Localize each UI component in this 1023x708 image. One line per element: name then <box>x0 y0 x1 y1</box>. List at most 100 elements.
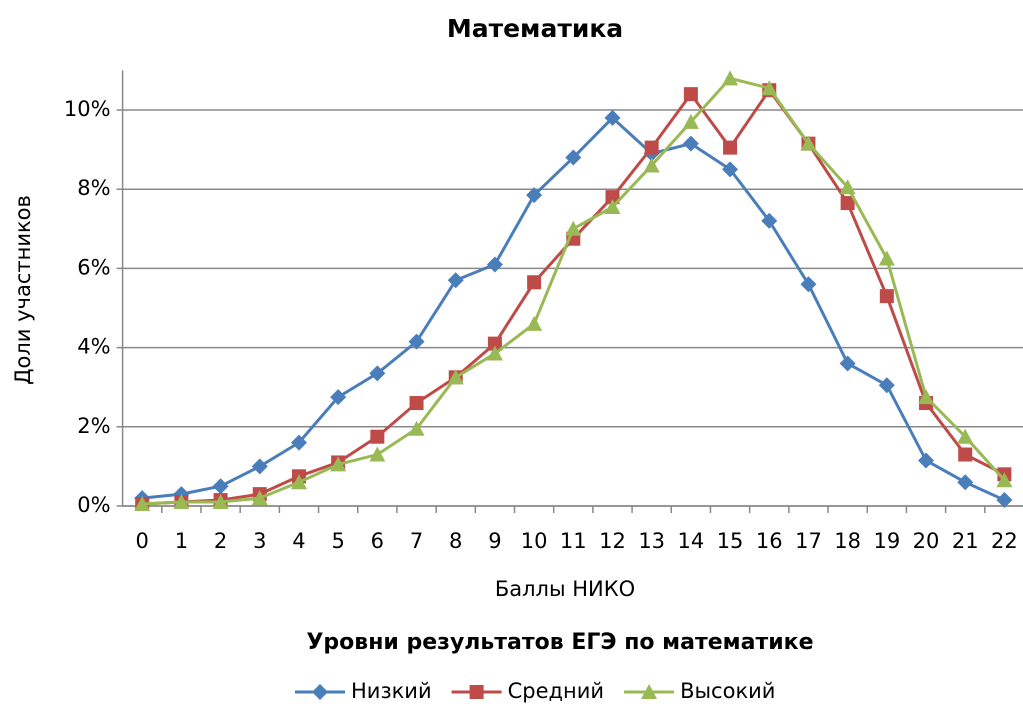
marker <box>957 428 974 444</box>
marker <box>526 187 543 204</box>
marker <box>604 109 621 126</box>
marker <box>526 315 543 331</box>
marker <box>761 212 778 229</box>
marker <box>879 289 894 304</box>
x-tick-label: 18 <box>834 529 861 553</box>
marker <box>918 452 935 469</box>
marker <box>878 377 895 394</box>
marker <box>643 157 660 173</box>
x-tick-label: 6 <box>371 529 384 553</box>
marker <box>839 179 856 195</box>
marker <box>212 478 229 495</box>
marker <box>330 389 347 406</box>
marker <box>840 196 855 211</box>
marker <box>683 87 698 102</box>
x-tick-label: 22 <box>991 529 1018 553</box>
legend-label: Низкий <box>351 679 432 703</box>
y-axis-label: Доли участников <box>11 195 35 385</box>
marker <box>641 684 658 699</box>
x-tick-label: 5 <box>331 529 344 553</box>
marker <box>761 80 778 96</box>
marker <box>918 389 935 405</box>
marker <box>604 199 621 215</box>
x-tick-label: 3 <box>253 529 266 553</box>
marker <box>723 140 738 155</box>
marker <box>839 355 856 372</box>
marker <box>487 336 502 351</box>
marker <box>996 492 1013 509</box>
marker <box>800 135 817 151</box>
marker <box>486 256 503 273</box>
marker <box>173 494 190 510</box>
x-tick-label: 7 <box>410 529 423 553</box>
marker <box>251 490 268 506</box>
series <box>134 70 1013 512</box>
marker <box>722 70 739 86</box>
marker <box>469 685 484 699</box>
y-tick-label: 2% <box>77 414 110 438</box>
y-tick-label: 8% <box>77 176 110 200</box>
marker <box>722 161 739 178</box>
x-tick-label: 1 <box>175 529 188 553</box>
marker <box>370 429 385 444</box>
legend-title: Уровни результатов ЕГЭ по математике <box>306 630 813 655</box>
y-tick-label: 0% <box>77 493 110 517</box>
marker <box>644 140 659 155</box>
series <box>135 83 1012 512</box>
x-tick-label: 11 <box>560 529 587 553</box>
marker <box>290 474 307 490</box>
marker <box>330 456 347 472</box>
marker <box>408 420 425 436</box>
y-tick-label: 4% <box>77 335 110 359</box>
marker <box>486 345 503 361</box>
marker <box>996 472 1013 488</box>
legend-label: Средний <box>508 679 604 703</box>
chart-title: Математика <box>447 14 623 43</box>
marker <box>134 496 151 512</box>
marker <box>312 684 328 700</box>
marker <box>447 369 464 385</box>
marker <box>605 190 620 205</box>
x-tick-label: 14 <box>678 529 705 553</box>
marker <box>408 333 425 350</box>
marker <box>369 365 386 382</box>
x-tick-label: 12 <box>599 529 626 553</box>
marker <box>565 220 582 236</box>
x-axis-label: Баллы НИКО <box>495 577 635 601</box>
x-tick-label: 21 <box>952 529 979 553</box>
marker <box>682 135 699 152</box>
series <box>134 109 1013 509</box>
x-tick-label: 13 <box>638 529 665 553</box>
x-tick-label: 9 <box>488 529 501 553</box>
marker <box>958 447 973 462</box>
marker <box>369 446 386 462</box>
marker <box>447 272 464 289</box>
x-tick-label: 10 <box>521 529 548 553</box>
series-line <box>142 76 1006 506</box>
series-line <box>142 115 1006 502</box>
y-tick-label: 6% <box>77 255 110 279</box>
legend-label: Высокий <box>680 679 775 703</box>
x-tick-label: 0 <box>136 529 149 553</box>
x-tick-label: 20 <box>913 529 940 553</box>
x-tick-label: 8 <box>449 529 462 553</box>
marker <box>878 250 895 266</box>
marker <box>212 494 229 510</box>
marker <box>290 434 307 451</box>
y-tick-label: 10% <box>64 97 111 121</box>
x-tick-label: 15 <box>717 529 744 553</box>
marker <box>409 396 424 411</box>
marker <box>251 458 268 475</box>
x-tick-label: 2 <box>214 529 227 553</box>
marker <box>527 275 542 290</box>
marker <box>800 276 817 293</box>
x-tick-label: 17 <box>795 529 822 553</box>
marker <box>682 113 699 129</box>
marker <box>957 474 974 491</box>
x-tick-label: 19 <box>873 529 900 553</box>
marker <box>565 149 582 166</box>
x-tick-label: 4 <box>292 529 305 553</box>
x-tick-label: 16 <box>756 529 783 553</box>
